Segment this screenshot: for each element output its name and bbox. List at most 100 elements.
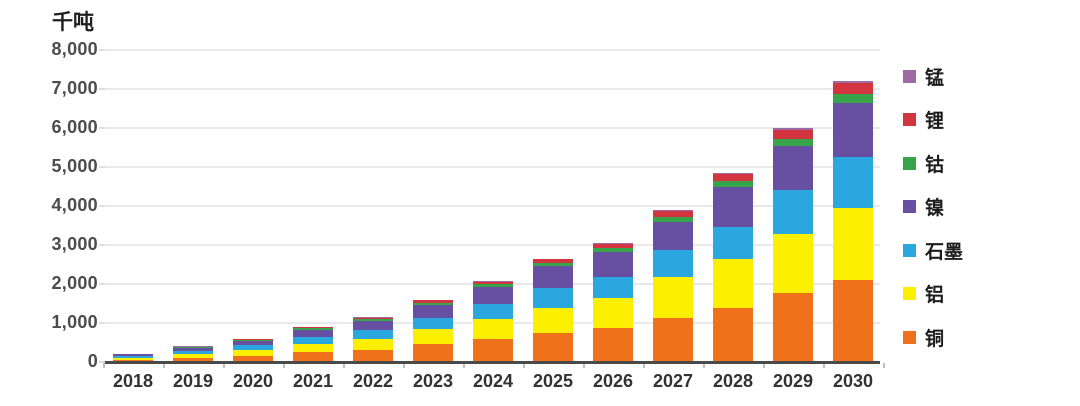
legend-item-镍: 镍 (903, 197, 944, 219)
bar-segment-钴 (833, 93, 873, 104)
legend-label: 镍 (925, 198, 945, 219)
bar-segment-石墨 (773, 190, 813, 235)
legend-swatch-icon (903, 287, 916, 300)
x-tick-label: 2026 (592, 371, 634, 391)
legend-label: 铝 (925, 285, 945, 306)
bar-segment-铜 (413, 344, 453, 362)
bar-segment-铜 (593, 327, 633, 362)
bar-segment-石墨 (113, 355, 153, 358)
bar-2020 (233, 338, 273, 362)
bar-segment-镍 (413, 304, 453, 318)
legend-label: 锂 (925, 111, 945, 132)
legend-swatch-icon (903, 330, 916, 344)
y-tick-label: 5,000 (51, 156, 98, 176)
x-axis-tick (523, 363, 525, 368)
bar-segment-镍 (833, 103, 873, 158)
bar-2029 (773, 128, 813, 362)
bar-segment-石墨 (293, 336, 333, 344)
bar-segment-钴 (773, 138, 813, 147)
bar-segment-铝 (233, 349, 273, 356)
bar-2018 (113, 353, 153, 362)
x-tick-label: 2022 (352, 371, 394, 391)
bar-segment-钴 (473, 284, 513, 288)
bar-segment-镍 (233, 340, 273, 346)
gridline (105, 88, 880, 90)
x-axis-tick (463, 363, 465, 368)
bar-segment-锰 (713, 172, 753, 175)
x-axis-tick (883, 363, 885, 368)
bar-segment-石墨 (713, 227, 753, 260)
gridline (105, 205, 880, 207)
x-axis-tick (223, 363, 225, 368)
legend-label: 石墨 (925, 241, 964, 263)
x-axis-tick (703, 363, 705, 368)
legend-label: 锰 (925, 67, 945, 89)
bar-segment-钴 (713, 181, 753, 187)
bar-segment-石墨 (413, 317, 453, 330)
bar-segment-镍 (713, 186, 753, 228)
legend-item-石墨: 石墨 (903, 240, 963, 263)
bar-segment-石墨 (533, 287, 573, 308)
bar-segment-铜 (653, 317, 693, 362)
bar-segment-镍 (533, 266, 573, 288)
y-tick-label: 7,000 (51, 78, 98, 98)
x-tick-label: 2029 (772, 371, 814, 391)
y-tick-label: 3,000 (51, 234, 98, 254)
bar-segment-铝 (593, 298, 633, 328)
bar-segment-钴 (173, 347, 213, 348)
bar-segment-镍 (113, 354, 153, 356)
bar-2025 (533, 258, 573, 362)
x-tick-label: 2023 (412, 371, 454, 391)
bar-segment-镍 (173, 347, 213, 351)
bar-segment-石墨 (173, 350, 213, 354)
bar-segment-石墨 (593, 277, 633, 299)
legend-label: 铜 (925, 328, 945, 350)
y-axis-unit-label: 千吨 (52, 11, 94, 34)
bar-segment-铜 (293, 352, 333, 362)
y-tick-label: 1,000 (51, 312, 98, 332)
y-tick (99, 322, 105, 324)
bar-segment-锰 (833, 81, 873, 84)
legend-label: 钴 (925, 154, 945, 176)
bar-segment-铝 (653, 277, 693, 318)
bar-segment-钴 (533, 263, 573, 267)
x-tick-label: 2027 (652, 371, 694, 391)
bar-segment-钴 (593, 248, 633, 252)
bar-segment-石墨 (233, 345, 273, 350)
gridline (105, 49, 880, 51)
x-axis-tick (163, 363, 165, 368)
bar-segment-铝 (293, 343, 333, 353)
bar-segment-铝 (833, 207, 873, 281)
bar-segment-钴 (413, 302, 453, 305)
y-tick (99, 166, 105, 168)
legend-swatch-icon (903, 200, 916, 213)
bar-segment-铝 (173, 354, 213, 358)
legend-item-铜: 铜 (903, 327, 944, 350)
bar-segment-铝 (473, 318, 513, 339)
bar-segment-钴 (353, 319, 393, 321)
bar-segment-铝 (533, 307, 573, 334)
bar-segment-锂 (413, 300, 453, 303)
bar-segment-铜 (713, 307, 753, 362)
y-tick (99, 244, 105, 246)
bar-2027 (653, 209, 693, 362)
y-tick-label: 8,000 (51, 39, 98, 59)
y-tick (99, 361, 105, 363)
bar-segment-石墨 (653, 249, 693, 278)
bar-segment-钴 (653, 216, 693, 222)
bar-segment-铜 (773, 293, 813, 362)
bar-segment-锂 (593, 243, 633, 249)
bar-segment-镍 (593, 251, 633, 278)
bar-segment-镍 (773, 146, 813, 191)
bar-segment-锰 (473, 280, 513, 282)
x-axis-tick (583, 363, 585, 368)
y-tick (99, 283, 105, 285)
gridline (105, 127, 880, 129)
bar-segment-锰 (533, 258, 573, 260)
y-tick-label: 0 (87, 351, 98, 371)
bar-segment-铝 (413, 329, 453, 345)
bar-segment-锂 (293, 327, 333, 329)
y-tick (99, 88, 105, 90)
x-axis-tick (403, 363, 405, 368)
